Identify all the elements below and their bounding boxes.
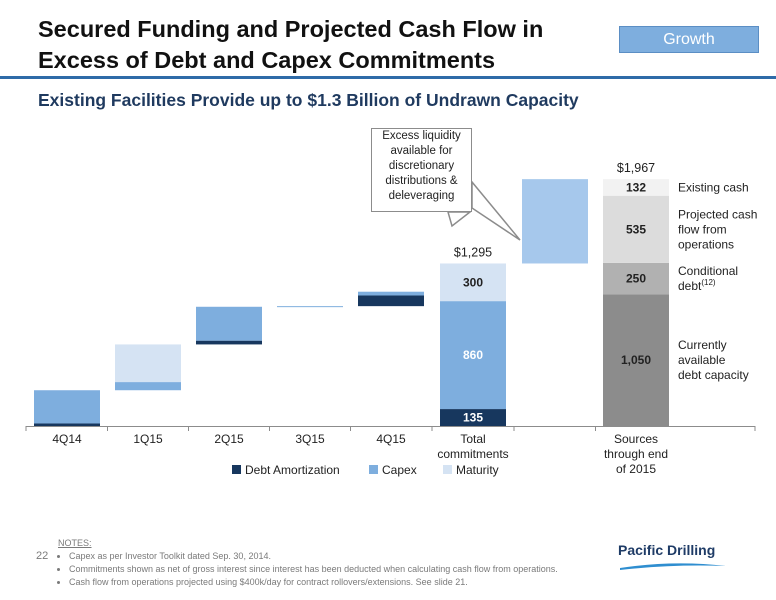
callout-line: available for	[390, 145, 453, 157]
cash-flow-waterfall-chart: 135 860 300 $1,295 1,050 250 535 132 $1,967 4Q14 1…	[25, 161, 757, 477]
bar-2q15-debt-amortization	[196, 340, 262, 345]
bar-4q14-capex	[34, 390, 100, 424]
bar-3q15-capex	[277, 306, 343, 308]
legend-label-capex: Capex	[382, 463, 417, 477]
source-label: debt capacity	[678, 368, 749, 382]
callout-line: Excess liquidity	[382, 130, 461, 142]
bar-total-commitments-capex	[440, 301, 506, 410]
data-label-maturity: 300	[463, 275, 483, 289]
source-label: flow from	[678, 222, 727, 236]
title-line-2: Excess of Debt and Capex Commitments	[38, 47, 496, 73]
bar-4q14-debt-amortization	[34, 423, 100, 426]
notes-section: NOTES: Capex as per Investor Toolkit dat…	[58, 537, 558, 589]
source-label: Projected cash	[678, 207, 757, 221]
note-item: Capex as per Investor Toolkit dated Sep.…	[69, 550, 558, 563]
bar-1q15-maturity	[115, 344, 181, 383]
logo-swoosh-icon	[620, 563, 726, 570]
bar-total-label: $1,967	[617, 161, 655, 175]
source-label: available	[678, 353, 726, 367]
slide-subtitle: Existing Facilities Provide up to $1.3 B…	[38, 90, 579, 110]
source-label: Existing cash	[678, 180, 749, 194]
data-label-currently-available-debt-capacity: 1,050	[621, 353, 651, 367]
callout-pointer-right	[471, 179, 521, 241]
footnote-superscript: (12)	[701, 278, 716, 287]
category-label: through end	[604, 447, 668, 461]
bar-sources-through-end-of-2015-conditional-debt	[603, 262, 669, 295]
category-label: commitments	[437, 447, 508, 461]
bar-total-commitments-debt-amortization	[440, 409, 506, 426]
callout-line: distributions &	[385, 175, 458, 187]
data-label-debt-amortization: 135	[463, 411, 483, 425]
bar-excess-excess-liquidity	[522, 179, 588, 264]
bar-total-label: $1,295	[454, 245, 492, 259]
bar-4q15-debt-amortization	[358, 295, 424, 307]
note-item: Commitments shown as net of gross intere…	[69, 563, 558, 576]
growth-badge: Growth	[619, 26, 759, 53]
logo-text: Pacific Drilling	[618, 542, 716, 558]
source-label: operations	[678, 237, 734, 251]
category-label: Total	[460, 432, 485, 446]
category-label: 2Q15	[214, 432, 244, 446]
source-label: Currently	[678, 338, 727, 352]
legend-label-debt-amortization: Debt Amortization	[245, 463, 340, 477]
slide-title: Secured Funding and Projected Cash Flow …	[38, 14, 598, 76]
bar-4q15-capex	[358, 291, 424, 296]
category-label: 4Q15	[376, 432, 406, 446]
source-label: debt(12)	[678, 278, 716, 293]
category-label: 3Q15	[295, 432, 325, 446]
notes-list: Capex as per Investor Toolkit dated Sep.…	[58, 550, 558, 589]
bar-sources-through-end-of-2015-currently-available-debt-capacity	[603, 294, 669, 426]
callout-line: deleveraging	[388, 190, 455, 202]
category-label: Sources	[614, 432, 658, 446]
callout-pointer-left	[447, 211, 473, 228]
source-label: Conditional	[678, 264, 738, 278]
legend-swatch-debt-amortization	[232, 465, 241, 474]
bar-total-commitments-maturity	[440, 263, 506, 302]
category-label: 4Q14	[52, 432, 82, 446]
legend-label-maturity: Maturity	[456, 463, 499, 477]
category-label: of 2015	[616, 462, 656, 476]
excess-liquidity-callout: Excess liquidity available for discretio…	[371, 128, 472, 212]
notes-heading: NOTES:	[58, 538, 92, 548]
page-number: 22	[36, 550, 49, 562]
data-label-conditional-debt: 250	[626, 272, 646, 286]
bar-sources-through-end-of-2015-existing-cash	[603, 179, 669, 196]
legend-swatch-maturity	[443, 465, 452, 474]
legend-swatch-capex	[369, 465, 378, 474]
data-label-capex: 860	[463, 348, 483, 362]
data-label-existing-cash: 132	[626, 180, 646, 194]
bar-2q15-capex	[196, 306, 262, 341]
bar-sources-through-end-of-2015-projected-cash-flow-from-operations	[603, 195, 669, 263]
data-label-projected-cash-flow-from-operations: 535	[626, 222, 646, 236]
category-label: 1Q15	[133, 432, 163, 446]
note-item: Cash flow from operations projected usin…	[69, 576, 558, 589]
title-divider	[0, 76, 776, 79]
bar-1q15-capex	[115, 382, 181, 391]
pacific-drilling-logo: Pacific Drilling	[618, 542, 728, 572]
title-line-1: Secured Funding and Projected Cash Flow …	[38, 16, 544, 42]
callout-line: discretionary	[388, 160, 455, 172]
